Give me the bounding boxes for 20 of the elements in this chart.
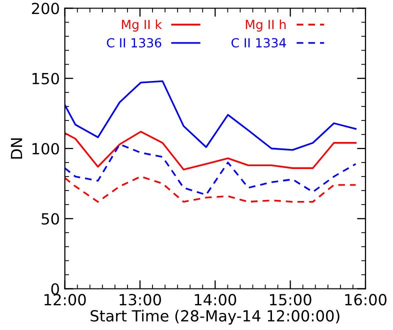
legend-label: Mg II h — [246, 20, 286, 32]
y-tick-label: 50 — [42, 213, 59, 225]
y-tick-label: 200 — [32, 2, 59, 14]
x-tick-label: 15:00 — [270, 294, 312, 306]
legend-label: C II 1334 — [231, 38, 286, 48]
line-series — [64, 80, 357, 151]
x-axis-title: Start Time (28-May-14 12:00:00) — [90, 310, 340, 325]
line-series — [64, 176, 357, 203]
x-tick-label: 13:00 — [120, 294, 162, 306]
y-tick-label: 150 — [32, 72, 59, 84]
legend-label: Mg II k — [122, 20, 162, 32]
line-series — [64, 143, 357, 196]
legend-label: C II 1336 — [106, 38, 162, 48]
line-series — [64, 130, 357, 170]
y-tick-label: 0 — [51, 283, 59, 295]
y-tick-label: 100 — [32, 142, 59, 155]
x-tick-label: 12:00 — [44, 294, 86, 306]
x-tick-label: 16:00 — [345, 294, 386, 306]
y-axis-title: DN — [10, 138, 22, 159]
x-tick-label: 14:00 — [194, 294, 236, 306]
